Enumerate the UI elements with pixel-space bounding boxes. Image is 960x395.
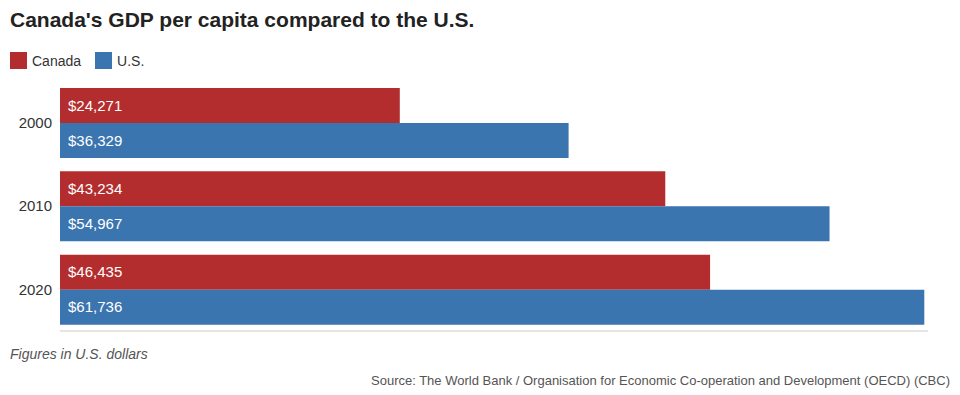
svg-text:$54,967: $54,967	[68, 215, 122, 232]
html-text:Figures in U.S. dollars: Figures in U.S. dollars	[10, 346, 148, 362]
html-text:Source: The World Bank / Organ: Source: The World Bank / Organisation fo…	[371, 373, 950, 388]
svg-text:$24,271: $24,271	[68, 97, 122, 114]
svg-text:2000: 2000	[19, 114, 52, 131]
svg-text:2010: 2010	[19, 197, 52, 214]
svg-text:$46,435: $46,435	[68, 263, 122, 280]
svg-text:$43,234: $43,234	[68, 180, 122, 197]
html-text:Canada: Canada	[32, 52, 81, 69]
html-text:U.S.: U.S.	[117, 52, 145, 69]
svg-text:2020: 2020	[19, 281, 52, 298]
svg-text:$61,736: $61,736	[68, 298, 122, 315]
html-text:Canada's GDP per capita compar: Canada's GDP per capita compared to the …	[10, 8, 475, 31]
svg-text:$36,329: $36,329	[68, 132, 122, 149]
